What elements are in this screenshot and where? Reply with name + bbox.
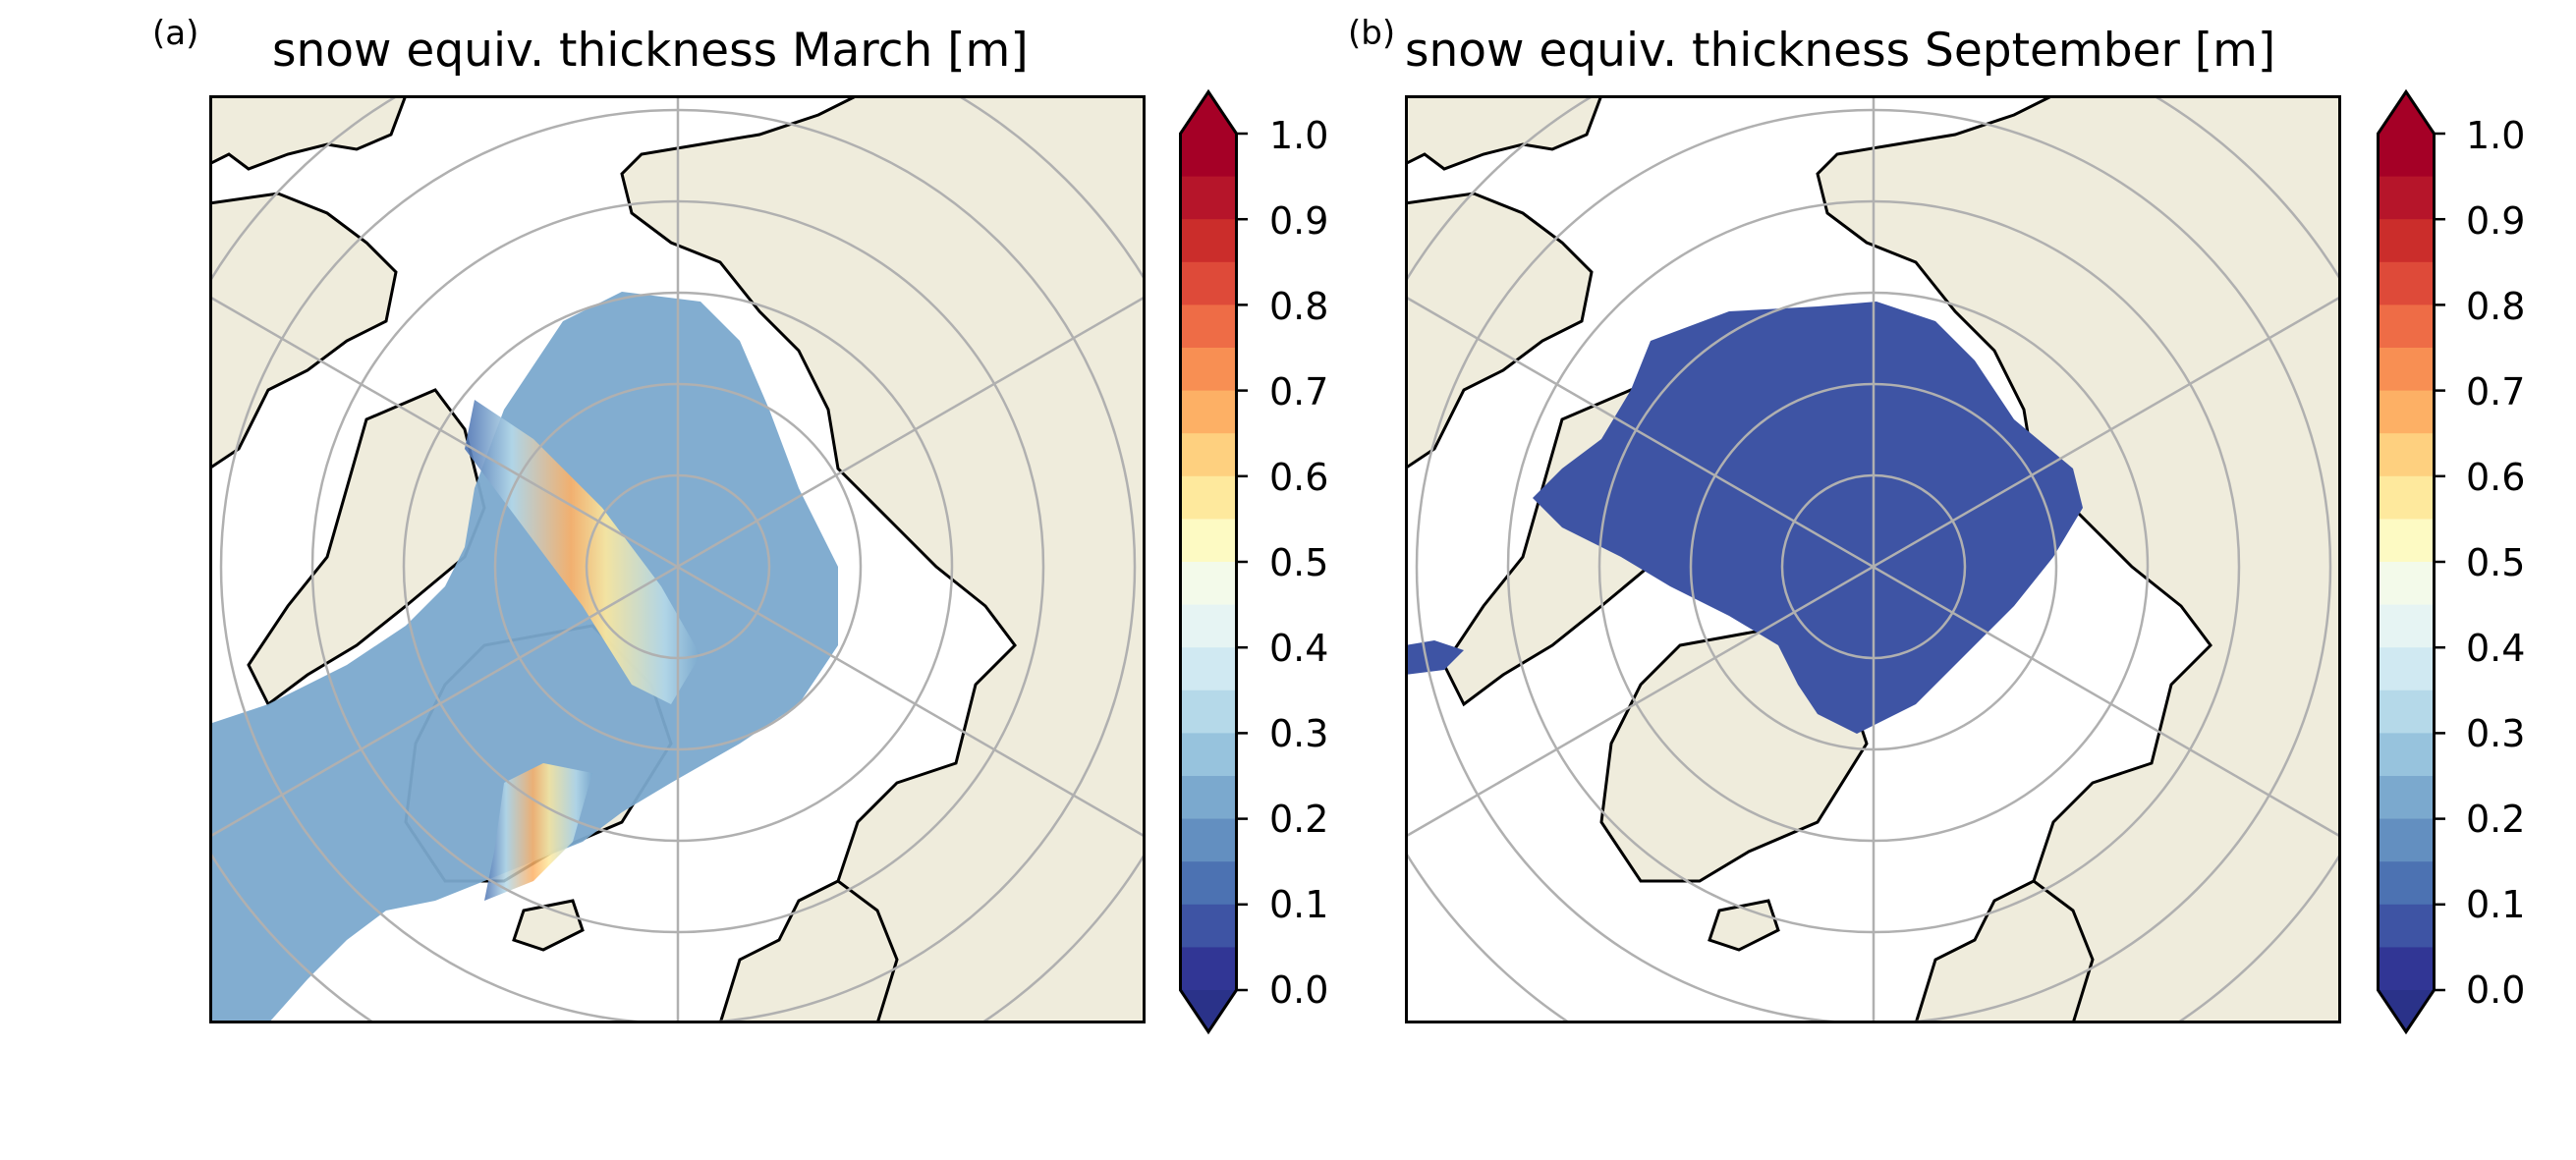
panel-a-tick: 0.5 [1269, 541, 1329, 584]
colorbar-segment [1180, 134, 1237, 178]
colorbar-segment [1180, 519, 1237, 563]
snow-ridge-low [484, 763, 592, 901]
colorbar-segment [1180, 433, 1237, 477]
colorbar-segment [2378, 519, 2435, 563]
panel-b-tick: 0.0 [2466, 968, 2526, 1012]
land-americas [209, 95, 408, 171]
colorbar-segment [1180, 304, 1237, 349]
gridlines [1405, 95, 2341, 1023]
panel-a-title: snow equiv. thickness March [m] [272, 24, 1029, 78]
panel-b-colorbar [2377, 88, 2445, 1035]
colorbar-segment [1180, 818, 1237, 862]
panel-b-tick: 1.0 [2466, 114, 2526, 157]
colorbar-segment [1180, 219, 1237, 263]
colorbar-extend-min [1180, 990, 1237, 1032]
land-iceland [512, 899, 585, 952]
colorbar-segment [1180, 647, 1237, 691]
colorbar-segment [1180, 604, 1237, 648]
panel-b-tick: 0.1 [2466, 883, 2526, 926]
colorbar-segment [2378, 604, 2435, 648]
colorbar-segment [2378, 861, 2435, 906]
land-americas [1405, 95, 1603, 171]
colorbar-segment [1180, 176, 1237, 220]
map-frame [1405, 95, 2341, 1023]
colorbar-segment [2378, 947, 2435, 991]
colorbar-segment [2378, 134, 2435, 178]
panel-a-tick: 0.6 [1269, 456, 1329, 499]
colorbar-extend-max [2378, 91, 2435, 134]
panel-a-letter: (a) [152, 14, 199, 53]
colorbar-segment [1180, 390, 1237, 434]
colorbar-segment [2378, 261, 2435, 305]
colorbar-segment [1180, 904, 1237, 948]
panel-b-tick: 0.9 [2466, 199, 2526, 243]
colorbar-segment [1180, 261, 1237, 305]
colorbar-segment [2378, 733, 2435, 777]
colorbar-segment [1180, 562, 1237, 606]
panel-b-tick: 0.8 [2466, 285, 2526, 328]
colorbar-segment [1180, 733, 1237, 777]
panel-a-tick: 0.2 [1269, 798, 1329, 841]
colorbar-segment [2378, 304, 2435, 349]
colorbar-segment [1180, 475, 1237, 520]
panel-a-colorbar [1179, 88, 1248, 1035]
colorbar-segment [1180, 947, 1237, 991]
panel-a-tick: 0.3 [1269, 712, 1329, 755]
colorbar-segment [1180, 348, 1237, 392]
colorbar-segment [1180, 690, 1237, 734]
colorbar-segment [1180, 776, 1237, 820]
panel-b-tick: 0.6 [2466, 456, 2526, 499]
panel-b-title: snow equiv. thickness September [m] [1405, 24, 2276, 78]
panel-a-tick: 1.0 [1269, 114, 1329, 157]
colorbar-segment [2378, 776, 2435, 820]
panel-a-tick: 0.7 [1269, 370, 1329, 414]
panel-a-tick: 0.0 [1269, 968, 1329, 1012]
panel-b-tick: 0.4 [2466, 627, 2526, 670]
land-iceland [1708, 899, 1780, 952]
panel-a-tick: 0.4 [1269, 627, 1329, 670]
colorbar-segment [2378, 176, 2435, 220]
colorbar-segment [2378, 390, 2435, 434]
colorbar-extend-min [2378, 990, 2435, 1032]
colorbar-segment [2378, 348, 2435, 392]
colorbar-segment [2378, 647, 2435, 691]
panel-b-map [1405, 95, 2341, 1023]
panel-a-tick: 0.8 [1269, 285, 1329, 328]
colorbar-segment [2378, 818, 2435, 862]
colorbar-segment [2378, 904, 2435, 948]
colorbar-segment [2378, 690, 2435, 734]
panel-b-tick: 0.2 [2466, 798, 2526, 841]
map-frame [209, 95, 1146, 1023]
panel-b-tick: 0.5 [2466, 541, 2526, 584]
panel-a-tick: 0.1 [1269, 883, 1329, 926]
snow-field [1533, 302, 2083, 734]
colorbar-segment [2378, 219, 2435, 263]
snow-ridge [465, 400, 700, 704]
snow-field-edge [1405, 640, 1464, 675]
panel-b-tick: 0.3 [2466, 712, 2526, 755]
colorbar-extend-max [1180, 91, 1237, 134]
colorbar-segment [2378, 562, 2435, 606]
land-canada [209, 192, 398, 470]
panel-b-letter: (b) [1348, 14, 1396, 53]
land-canada [1405, 192, 1594, 470]
panel-a-tick: 0.9 [1269, 199, 1329, 243]
colorbar-segment [2378, 475, 2435, 520]
colorbar-segment [1180, 861, 1237, 906]
gridlines [209, 95, 1146, 1023]
panel-b-tick: 0.7 [2466, 370, 2526, 414]
panel-a-map [209, 95, 1146, 1023]
colorbar-segment [2378, 433, 2435, 477]
